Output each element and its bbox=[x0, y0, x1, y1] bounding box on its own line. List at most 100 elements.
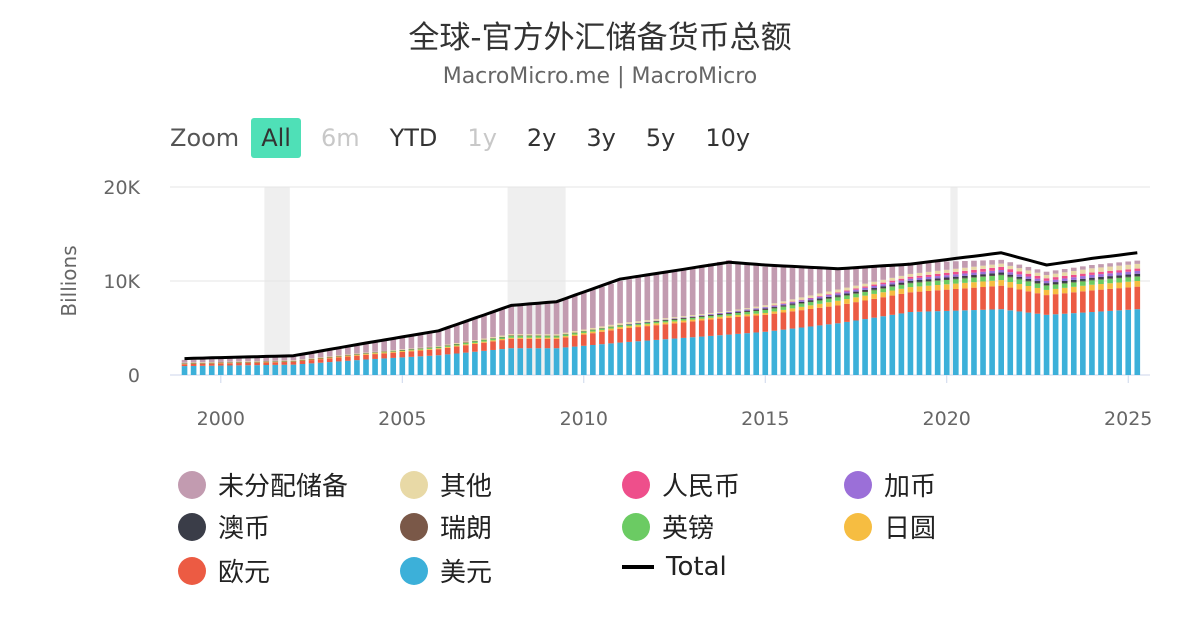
bar-segment-jpy bbox=[844, 299, 850, 304]
bar-segment-other bbox=[472, 340, 478, 342]
bar-segment-jpy bbox=[426, 348, 433, 350]
bar-segment-aud bbox=[753, 309, 759, 311]
bar-segment-usd bbox=[934, 311, 941, 375]
bar-segment-usd bbox=[726, 334, 732, 375]
bar-segment-other bbox=[980, 265, 986, 269]
bar-segment-unalloc bbox=[526, 303, 533, 335]
bar-segment-other bbox=[481, 338, 487, 340]
zoom-10y-button[interactable]: 10y bbox=[705, 124, 751, 152]
bar-segment-eur bbox=[571, 335, 578, 347]
bar-segment-other bbox=[1007, 265, 1014, 270]
bar-segment-aud bbox=[907, 280, 914, 283]
bar-segment-jpy bbox=[934, 284, 941, 291]
bar-segment-other bbox=[744, 308, 750, 310]
bar-segment-jpy bbox=[1025, 285, 1032, 292]
bar-segment-other bbox=[463, 341, 469, 343]
bar-segment-chf bbox=[789, 304, 796, 306]
zoom-2y-button[interactable]: 2y bbox=[526, 124, 557, 152]
legend-label: 美元 bbox=[440, 558, 493, 588]
bar-segment-jpy bbox=[1043, 289, 1050, 296]
bar-segment-chf bbox=[689, 317, 696, 318]
bar-segment-jpy bbox=[417, 349, 424, 351]
bar-segment-other bbox=[735, 309, 741, 311]
bar-segment-gbp bbox=[453, 343, 460, 346]
legend-item-jpy[interactable]: 日圆 bbox=[844, 508, 936, 545]
bar-segment-jpy bbox=[590, 331, 596, 334]
bar-segment-jpy bbox=[299, 360, 306, 361]
bar-segment-other bbox=[925, 271, 932, 275]
bar-segment-gbp bbox=[789, 304, 796, 309]
bar-segment-other bbox=[1025, 270, 1032, 274]
bar-segment-other bbox=[943, 269, 950, 273]
bar-segment-gbp bbox=[762, 309, 769, 313]
bar-segment-gbp bbox=[617, 325, 623, 328]
legend-item-unallocated[interactable]: 未分配储备 bbox=[178, 466, 348, 503]
zoom-5y-button[interactable]: 5y bbox=[645, 124, 676, 152]
legend-label: 英镑 bbox=[662, 514, 715, 544]
bar-segment-unalloc bbox=[1089, 265, 1095, 269]
bar-segment-cny bbox=[771, 305, 778, 306]
bar-segment-chf bbox=[907, 282, 914, 284]
bar-segment-eur bbox=[853, 302, 859, 321]
bar-segment-usd bbox=[898, 313, 905, 375]
bar-segment-usd bbox=[426, 355, 433, 375]
y-tick-label: 20K bbox=[103, 177, 140, 199]
legend-item-aud[interactable]: 澳币 bbox=[178, 508, 270, 545]
bar-segment-other bbox=[590, 327, 596, 330]
legend-item-usd[interactable]: 美元 bbox=[400, 552, 492, 589]
legend-item-gbp[interactable]: 英镑 bbox=[622, 508, 714, 545]
legend-item-total[interactable]: Total bbox=[622, 552, 727, 582]
bar-segment-usd bbox=[626, 341, 632, 375]
bar-segment-cad bbox=[1098, 274, 1104, 277]
bar-segment-gbp bbox=[907, 282, 914, 288]
bar-segment-chf bbox=[1098, 279, 1104, 280]
bar-segment-aud bbox=[934, 278, 941, 281]
bar-segment-gbp bbox=[1089, 280, 1095, 285]
bar-segment-other bbox=[1052, 273, 1059, 278]
bar-segment-cny bbox=[1070, 274, 1077, 278]
bar-segment-jpy bbox=[717, 316, 723, 319]
bar-segment-jpy bbox=[853, 297, 859, 303]
bar-segment-other bbox=[517, 334, 524, 336]
bar-segment-unalloc bbox=[644, 275, 651, 321]
bar-segment-gbp bbox=[571, 332, 578, 335]
bar-segment-other bbox=[236, 361, 242, 363]
bar-segment-usd bbox=[535, 348, 542, 375]
bar-segment-jpy bbox=[571, 334, 578, 336]
bar-segment-unalloc bbox=[508, 304, 514, 335]
bar-segment-other bbox=[844, 287, 850, 291]
zoom-all-button[interactable]: All bbox=[251, 118, 301, 158]
bar-segment-gbp bbox=[608, 326, 614, 329]
legend-item-cny[interactable]: 人民币 bbox=[622, 466, 740, 503]
bar-segment-cny bbox=[989, 267, 995, 271]
bar-segment-jpy bbox=[472, 342, 478, 344]
bar-segment-chf bbox=[844, 295, 850, 296]
bar-segment-cny bbox=[853, 288, 859, 290]
bar-segment-cad bbox=[644, 321, 651, 323]
bar-segment-aud bbox=[1016, 276, 1023, 279]
legend-item-other[interactable]: 其他 bbox=[400, 466, 492, 503]
bar-segment-usd bbox=[390, 357, 397, 375]
legend-item-chf[interactable]: 瑞朗 bbox=[400, 508, 492, 545]
zoom-1y-button[interactable]: 1y bbox=[467, 124, 497, 152]
zoom-3y-button[interactable]: 3y bbox=[586, 124, 616, 152]
zoom-6m-button[interactable]: 6m bbox=[320, 124, 360, 152]
legend-item-cad[interactable]: 加币 bbox=[844, 466, 936, 503]
bar-segment-gbp bbox=[807, 301, 814, 306]
bar-segment-cad bbox=[771, 305, 778, 307]
bar-segment-chf bbox=[372, 352, 378, 353]
bar-segment-eur bbox=[1043, 295, 1050, 315]
bar-segment-unalloc bbox=[744, 263, 750, 309]
bar-segment-jpy bbox=[263, 361, 269, 363]
bar-segment-aud bbox=[1070, 279, 1077, 282]
bar-segment-other bbox=[208, 362, 215, 363]
bar-segment-eur bbox=[671, 323, 678, 339]
bar-segment-eur bbox=[962, 288, 968, 311]
bar-segment-unalloc bbox=[671, 270, 678, 318]
bar-segment-aud bbox=[1134, 273, 1141, 277]
bar-segment-unalloc bbox=[435, 330, 442, 347]
legend-item-eur[interactable]: 欧元 bbox=[178, 552, 270, 589]
zoom-ytd-button[interactable]: YTD bbox=[389, 124, 438, 152]
bar-segment-cad bbox=[844, 291, 850, 294]
bar-segment-chf bbox=[1043, 285, 1050, 286]
